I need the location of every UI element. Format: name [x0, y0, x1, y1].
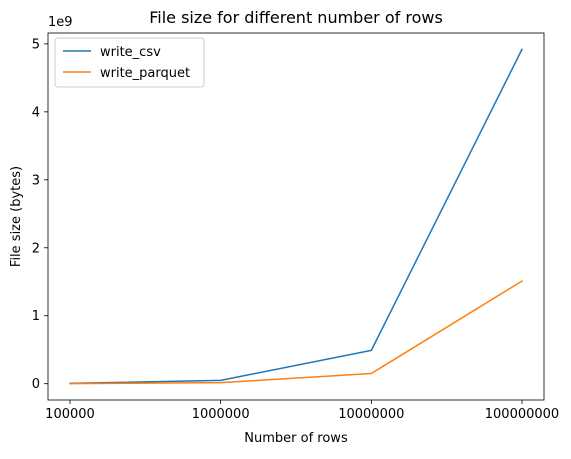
y-offset-label: 1e9 [48, 15, 73, 30]
y-tick-label: 4 [32, 105, 40, 120]
y-tick-label: 5 [32, 37, 40, 52]
y-axis-ticks: 0 1 2 3 4 5 [32, 37, 48, 392]
legend-label-write-csv: write_csv [100, 45, 161, 60]
x-tick-label: 10000000 [338, 407, 404, 422]
legend-box [54, 37, 205, 88]
series-line-write-parquet [69, 280, 524, 385]
x-axis-ticks: 100000 1000000 10000000 100000000 [45, 400, 559, 422]
y-tick-label: 1 [32, 309, 40, 324]
x-tick-label: 1000000 [192, 407, 250, 422]
y-axis-title: File size (bytes) [9, 166, 24, 267]
x-axis-title: Number of rows [244, 431, 348, 446]
x-tick-label: 100000 [45, 407, 95, 422]
series-line-write-csv [69, 48, 524, 385]
chart-title: File size for different number of rows [149, 8, 443, 27]
legend: write_csv write_parquet [54, 37, 205, 88]
y-tick-label: 2 [32, 241, 40, 256]
series-layer [69, 48, 524, 385]
legend-label-write-parquet: write_parquet [100, 66, 190, 81]
y-tick-label: 0 [32, 377, 40, 392]
x-tick-label: 100000000 [485, 407, 559, 422]
plot-area [47, 32, 545, 401]
y-tick-label: 3 [32, 173, 40, 188]
